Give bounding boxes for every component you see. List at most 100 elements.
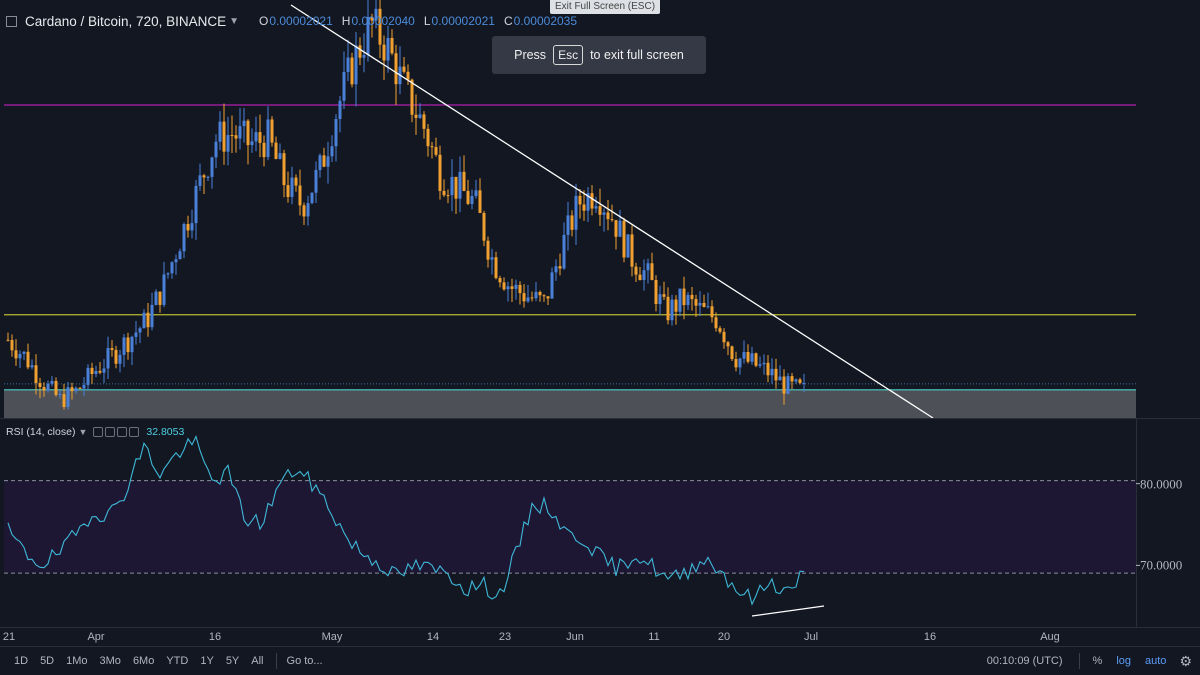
candle-body — [618, 220, 622, 237]
candle-body — [370, 16, 374, 21]
percent-toggle[interactable]: % — [1092, 655, 1103, 667]
candle-body — [562, 234, 566, 269]
candlestick — [626, 234, 630, 258]
divider — [275, 653, 277, 669]
candle-body — [638, 274, 642, 281]
candle-body — [202, 175, 206, 178]
candlestick — [458, 156, 462, 213]
candlestick — [662, 281, 666, 301]
auto-toggle[interactable]: auto — [1145, 655, 1167, 667]
candle-body — [554, 266, 558, 273]
candlestick — [246, 119, 250, 165]
candlestick — [342, 51, 346, 110]
candlestick — [402, 57, 406, 74]
exit-fullscreen-tooltip: Exit Full Screen (ESC) — [550, 0, 661, 14]
candlestick — [546, 296, 550, 306]
candle-body — [690, 294, 694, 300]
candlestick — [110, 340, 114, 357]
candle-body — [622, 220, 626, 258]
candle-body — [86, 367, 90, 385]
candle-body — [446, 195, 450, 197]
range-selector: 1D 5D 1Mo 3Mo 6Mo YTD 1Y 5Y All — [8, 655, 270, 667]
range-3mo-button[interactable]: 3Mo — [99, 655, 121, 667]
candlestick — [782, 369, 786, 405]
range-6mo-button[interactable]: 6Mo — [132, 655, 155, 667]
candle-body — [526, 297, 530, 302]
candle-body — [762, 362, 766, 365]
time-axis-label: May — [322, 631, 343, 643]
candlestick — [366, 0, 370, 62]
candle-body — [98, 370, 102, 373]
candle-body — [222, 121, 226, 152]
candle-body — [506, 286, 510, 290]
candle-body — [758, 364, 762, 366]
candlestick — [550, 267, 554, 299]
candlestick — [674, 295, 678, 325]
chevron-down-icon[interactable]: ▼ — [229, 15, 240, 27]
candlestick — [606, 199, 610, 231]
candlestick — [758, 356, 762, 369]
candlestick — [618, 209, 622, 237]
time-axis-label: 14 — [427, 631, 439, 643]
candlestick — [222, 103, 226, 165]
range-1y-button[interactable]: 1Y — [200, 655, 214, 667]
rsi-band — [4, 480, 1136, 574]
candle-body — [110, 348, 114, 350]
candle-body — [730, 346, 734, 360]
time-axis-label: 16 — [924, 631, 936, 643]
range-all-button[interactable]: All — [251, 655, 264, 667]
right-tools: 00:10:09 (UTC) % log auto ⚙ — [987, 647, 1200, 675]
candle-body — [674, 299, 678, 312]
candlestick — [554, 259, 558, 281]
candlestick — [306, 195, 310, 226]
range-5d-button[interactable]: 5D — [40, 655, 55, 667]
symbol-title[interactable]: Cardano / Bitcoin, 720, BINANCE — [25, 13, 227, 29]
goto-button[interactable]: Go to... — [286, 655, 323, 667]
time-axis-label: 20 — [718, 631, 730, 643]
candlestick — [562, 222, 566, 270]
candle-body — [478, 190, 482, 213]
candle-body — [218, 121, 222, 142]
candle-body — [582, 204, 586, 211]
candlestick — [266, 106, 270, 161]
candlestick — [570, 210, 574, 237]
candle-body — [754, 353, 758, 366]
chevron-down-icon[interactable]: ▼ — [78, 427, 88, 437]
candlestick — [590, 185, 594, 216]
range-ytd-button[interactable]: YTD — [166, 655, 189, 667]
candle-body — [114, 349, 118, 364]
candlestick — [486, 236, 490, 268]
candle-body — [42, 387, 46, 391]
time-axis-label: Jul — [804, 631, 818, 643]
candle-body — [170, 262, 174, 274]
candlestick — [250, 128, 254, 153]
candlestick — [586, 186, 590, 223]
candlestick — [790, 372, 794, 389]
candle-body — [722, 331, 726, 343]
candle-body — [542, 295, 546, 297]
candle-body — [746, 351, 750, 362]
collapse-icon[interactable] — [6, 15, 17, 27]
candlestick — [574, 183, 578, 245]
range-5y-button[interactable]: 5Y — [225, 655, 240, 667]
rsi-label[interactable]: RSI (14, close) — [6, 426, 76, 438]
candle-body — [374, 8, 378, 21]
candle-body — [54, 380, 58, 395]
settings-icon[interactable] — [93, 427, 104, 437]
chart-canvas[interactable]: 80.0000 70.0000 21 Apr 16 May 14 23 Jun 11 20 Jul 16… — [0, 0, 1200, 646]
log-toggle[interactable]: log — [1116, 655, 1132, 667]
gear-icon[interactable]: ⚙ — [1179, 652, 1192, 669]
close-icon[interactable] — [129, 427, 140, 437]
candle-body — [430, 146, 434, 148]
ohlc-open-label: O — [259, 14, 269, 28]
candlestick — [82, 377, 86, 396]
range-1d-button[interactable]: 1D — [14, 655, 29, 667]
gear-icon[interactable] — [117, 427, 128, 437]
eye-icon[interactable] — [105, 427, 116, 437]
candle-body — [794, 379, 798, 382]
utc-clock[interactable]: 00:10:09 (UTC) — [986, 655, 1063, 667]
candlestick — [518, 281, 522, 305]
range-1mo-button[interactable]: 1Mo — [66, 655, 88, 667]
candle-body — [770, 368, 774, 376]
candlestick — [526, 284, 530, 303]
